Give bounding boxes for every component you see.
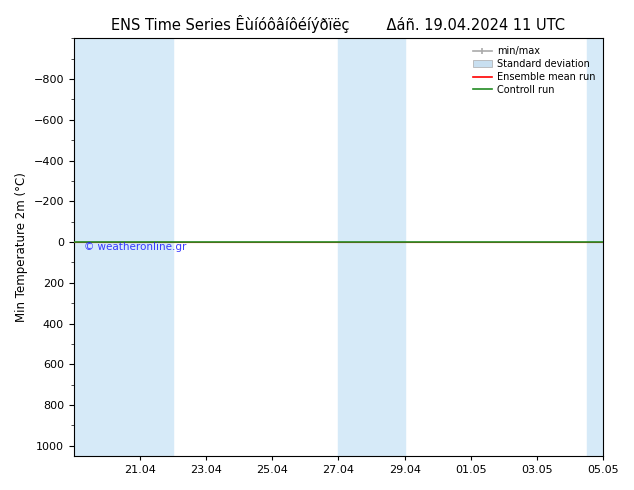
Bar <box>586 38 603 456</box>
Bar <box>74 38 173 456</box>
Legend: min/max, Standard deviation, Ensemble mean run, Controll run: min/max, Standard deviation, Ensemble me… <box>470 43 598 98</box>
Text: © weatheronline.gr: © weatheronline.gr <box>84 242 187 252</box>
Title: ENS Time Series Êùíóôâíôéíýðïëç        Δáñ. 19.04.2024 11 UTC: ENS Time Series Êùíóôâíôéíýðïëç Δáñ. 19.… <box>112 15 566 33</box>
Y-axis label: Min Temperature 2m (°C): Min Temperature 2m (°C) <box>15 172 28 322</box>
Bar <box>339 38 404 456</box>
